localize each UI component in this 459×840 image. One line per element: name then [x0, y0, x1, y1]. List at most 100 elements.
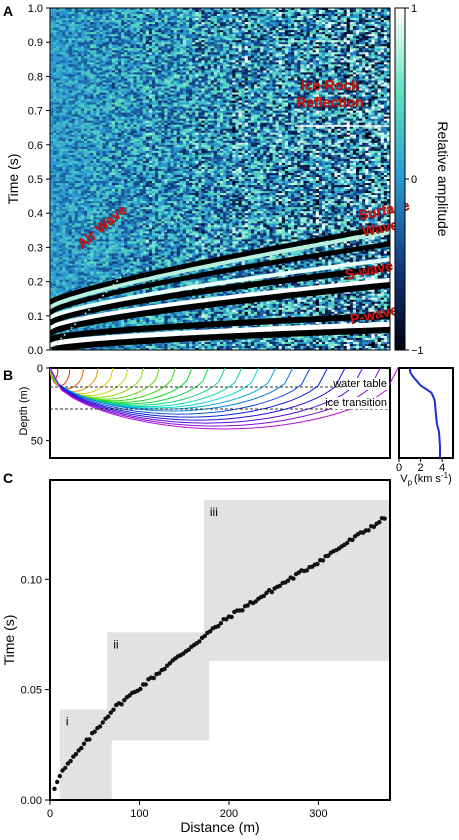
heatmap-cell	[164, 112, 168, 115]
heatmap-cell	[161, 134, 165, 138]
heatmap-cell	[111, 86, 116, 89]
heatmap-cell	[93, 140, 97, 144]
heatmap-cell	[155, 189, 159, 192]
heatmap-cell	[148, 185, 153, 188]
heatmap-cell	[167, 166, 171, 170]
heatmap-cell	[152, 80, 156, 83]
heatmap-cell	[127, 305, 131, 309]
heatmap-cell	[161, 40, 165, 43]
heatmap-cell	[62, 38, 66, 41]
heatmap-cell	[164, 235, 168, 238]
heatmap-cell	[56, 191, 60, 194]
heatmap-cell	[87, 38, 91, 41]
heatmap-cell	[167, 132, 171, 136]
heatmap-cell	[164, 38, 168, 41]
heatmap-cell	[121, 138, 125, 142]
heatmap-cell	[111, 235, 116, 238]
heatmap-cell	[111, 158, 116, 162]
heatmap-cell	[90, 259, 94, 262]
heatmap-cell	[152, 116, 156, 119]
heatmap-cell	[158, 277, 162, 280]
heatmap-cell	[65, 126, 69, 129]
heatmap-cell	[80, 154, 85, 158]
heatmap-cell	[170, 205, 174, 208]
heatmap-cell	[167, 313, 171, 317]
heatmap-cell	[121, 205, 125, 208]
heatmap-cell	[59, 239, 63, 242]
heatmap-cell	[111, 183, 116, 186]
heatmap-cell	[96, 138, 100, 142]
heatmap-cell	[77, 259, 82, 262]
heatmap-cell	[136, 247, 140, 250]
heatmap-cell	[111, 241, 116, 244]
heatmap-cell	[80, 114, 85, 117]
heatmap-cell	[155, 166, 159, 170]
heatmap-cell	[84, 140, 88, 144]
heatmap-cell	[93, 227, 97, 230]
heatmap-cell	[161, 132, 165, 136]
heatmap-cell	[114, 62, 119, 65]
heatmap-cell	[133, 229, 137, 232]
heatmap-cell	[87, 42, 91, 45]
heatmap-cell	[102, 34, 106, 37]
heatmap-cell	[152, 217, 156, 220]
heatmap-cell	[102, 170, 106, 174]
heatmap-cell	[93, 187, 97, 190]
heatmap-cell	[158, 98, 162, 101]
heatmap-cell	[130, 179, 134, 182]
heatmap-cell	[173, 44, 178, 47]
heatmap-cell	[136, 146, 140, 150]
heatmap-cell	[99, 126, 103, 129]
heatmap-cell	[173, 341, 178, 345]
heatmap-cell	[127, 168, 131, 172]
heatmap-cell	[111, 219, 116, 222]
heatmap-cell	[167, 46, 171, 49]
heatmap-cell	[127, 30, 131, 33]
heatmap-cell	[121, 146, 125, 150]
heatmap-cell	[102, 203, 106, 206]
heatmap-cell	[124, 96, 128, 99]
heatmap-cell	[99, 20, 103, 23]
heatmap-cell	[90, 84, 94, 87]
heatmap-cell	[68, 50, 72, 53]
heatmap-cell	[99, 209, 103, 212]
heatmap-cell	[56, 285, 60, 288]
heatmap-cell	[59, 277, 63, 280]
heatmap-cell	[161, 52, 165, 55]
heatmap-cell	[142, 70, 147, 73]
heatmap-cell	[130, 191, 134, 194]
heatmap-cell	[68, 329, 72, 333]
heatmap-cell	[77, 132, 82, 136]
heatmap-cell	[99, 179, 103, 182]
heatmap-cell	[127, 150, 131, 154]
heatmap-cell	[127, 60, 131, 63]
heatmap-cell	[139, 106, 144, 109]
heatmap-cell	[74, 126, 79, 129]
heatmap-cell	[136, 187, 140, 190]
heatmap-cell	[99, 170, 103, 174]
heatmap-cell	[176, 150, 181, 154]
heatmap-cell	[65, 172, 69, 176]
heatmap-cell	[53, 207, 57, 210]
heatmap-cell	[84, 50, 88, 53]
heatmap-cell	[173, 241, 178, 244]
heatmap-cell	[71, 22, 76, 25]
heatmap-cell	[179, 219, 184, 222]
heatmap-cell	[173, 319, 178, 323]
heatmap-cell	[53, 291, 57, 294]
heatmap-cell	[148, 195, 153, 198]
heatmap-cell	[90, 166, 94, 170]
heatmap-cell	[84, 191, 88, 194]
heatmap-cell	[62, 213, 66, 216]
heatmap-cell	[170, 118, 174, 121]
heatmap-cell	[148, 269, 153, 272]
heatmap-cell	[161, 172, 165, 176]
heatmap-cell	[121, 285, 125, 288]
heatmap-cell	[62, 283, 66, 286]
heatmap-cell	[127, 156, 131, 160]
heatmap-cell	[155, 104, 159, 107]
heatmap-cell	[80, 217, 85, 220]
heatmap-cell	[114, 201, 119, 204]
heatmap-cell	[96, 94, 100, 97]
heatmap-cell	[139, 152, 144, 156]
